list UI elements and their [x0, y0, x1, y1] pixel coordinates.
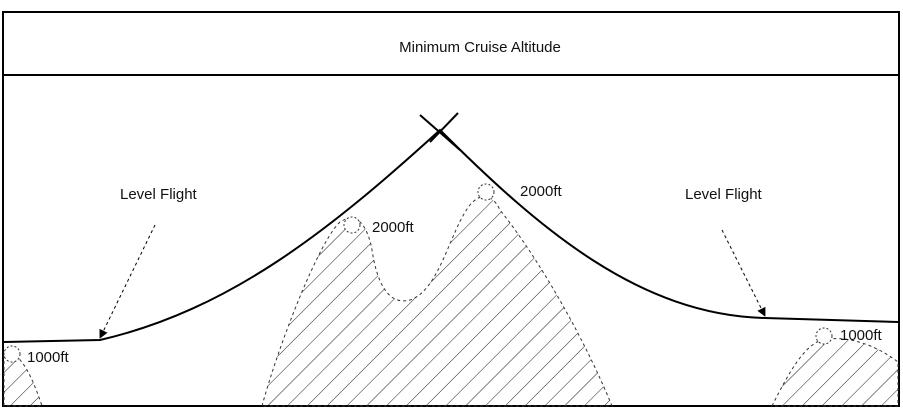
peak-marker: [478, 184, 494, 200]
label: Level Flight: [120, 186, 198, 203]
page: Minimum Cruise Altitude Level Flight Lev…: [0, 0, 903, 410]
peak-marker: [816, 328, 832, 344]
right-hill: [772, 339, 898, 406]
label: 1000ft: [840, 327, 883, 344]
arrow: [722, 230, 765, 316]
label: Level Flight: [685, 186, 763, 203]
arrow: [100, 225, 155, 338]
label: 2000ft: [372, 219, 415, 236]
header-title: Minimum Cruise Altitude: [399, 39, 561, 56]
diagram: Minimum Cruise Altitude Level Flight Lev…: [0, 0, 903, 410]
peak-marker: [344, 217, 360, 233]
label: 2000ft: [520, 183, 563, 200]
peak-marker: [4, 346, 20, 362]
mountains: [262, 197, 612, 406]
label: 1000ft: [27, 349, 70, 366]
